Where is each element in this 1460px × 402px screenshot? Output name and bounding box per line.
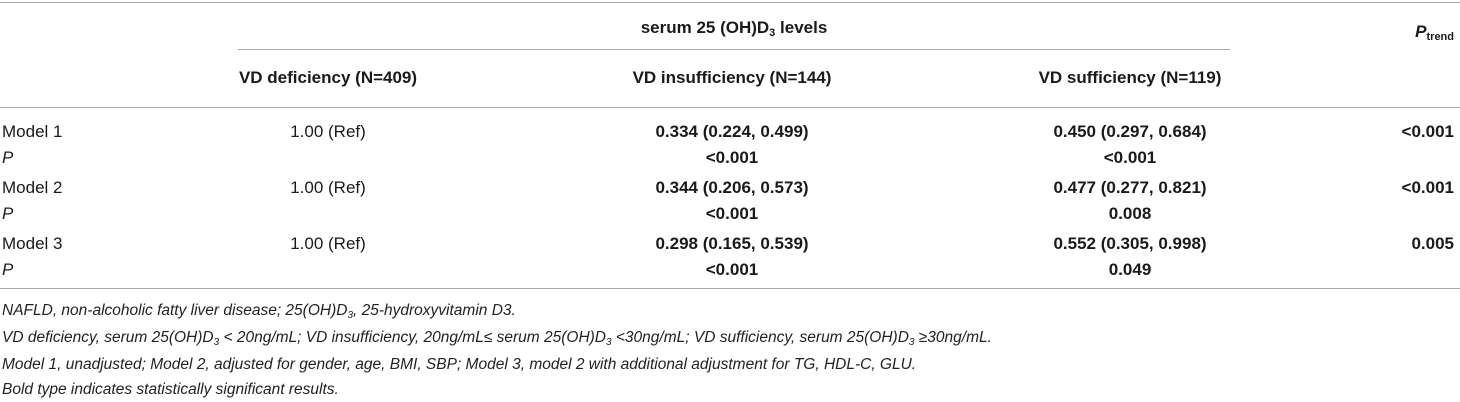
cell-p3-insufficiency: <0.001: [705, 260, 759, 279]
cell-model2-deficiency: 1.00 (Ref): [290, 178, 366, 197]
ptrend-header: Ptrend: [1415, 22, 1454, 43]
row-label-model-2: Model 2: [2, 178, 63, 197]
cell-model3-deficiency: 1.00 (Ref): [290, 234, 366, 253]
footnote-bold: Bold type indicates statistically signif…: [2, 381, 339, 398]
table-top-rule: [0, 2, 1460, 3]
col-header-insufficiency: VD insufficiency (N=144): [632, 68, 832, 87]
table-bottom-rule: [0, 288, 1460, 289]
row-label-model-3: Model 3: [2, 234, 63, 253]
cell-model1-insufficiency: 0.334 (0.224, 0.499): [655, 122, 809, 141]
footnote-models: Model 1, unadjusted; Model 2, adjusted f…: [2, 356, 917, 373]
col-header-sufficiency: VD sufficiency (N=119): [1038, 68, 1222, 87]
group-header: serum 25 (OH)D3 levels: [640, 18, 828, 39]
cell-model1-ptrend: <0.001: [1401, 122, 1454, 141]
cell-model3-ptrend: 0.005: [1411, 234, 1454, 253]
cell-model1-sufficiency: 0.450 (0.297, 0.684): [1053, 122, 1207, 141]
header-bottom-rule: [0, 107, 1460, 108]
cell-model2-sufficiency: 0.477 (0.277, 0.821): [1053, 178, 1207, 197]
cell-model3-sufficiency: 0.552 (0.305, 0.998): [1053, 234, 1207, 253]
row-label-p-1: P: [2, 148, 14, 167]
cell-model2-ptrend: <0.001: [1401, 178, 1454, 197]
cell-p1-insufficiency: <0.001: [705, 148, 759, 167]
cell-model2-insufficiency: 0.344 (0.206, 0.573): [655, 178, 809, 197]
footnote-abbreviations: NAFLD, non-alcoholic fatty liver disease…: [2, 302, 516, 321]
footnote-definitions: VD deficiency, serum 25(OH)D3 < 20ng/mL;…: [2, 329, 992, 348]
cell-model1-deficiency: 1.00 (Ref): [290, 122, 366, 141]
cell-p1-sufficiency: <0.001: [1103, 148, 1157, 167]
row-label-p-3: P: [2, 260, 14, 279]
cell-p3-sufficiency: 0.049: [1108, 260, 1152, 279]
cell-p2-sufficiency: 0.008: [1108, 204, 1152, 223]
row-label-model-1: Model 1: [2, 122, 63, 141]
group-header-underline: [238, 49, 1230, 50]
cell-model3-insufficiency: 0.298 (0.165, 0.539): [655, 234, 809, 253]
cell-p2-insufficiency: <0.001: [705, 204, 759, 223]
row-label-p-2: P: [2, 204, 14, 223]
col-header-deficiency: VD deficiency (N=409): [238, 68, 418, 87]
